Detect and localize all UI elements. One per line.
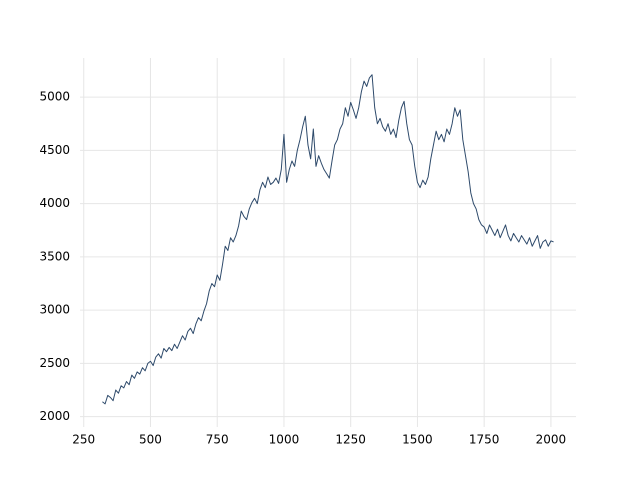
y-tick-label: 2500 (39, 356, 70, 370)
y-tick-label: 5000 (39, 90, 70, 104)
data-line (102, 74, 554, 405)
x-tick-label: 1500 (402, 433, 433, 447)
y-tick-label: 4000 (39, 196, 70, 210)
x-tick-label: 1750 (469, 433, 500, 447)
x-tick-label: 250 (72, 433, 95, 447)
x-tick-label: 1000 (269, 433, 300, 447)
y-tick-label: 3500 (39, 249, 70, 263)
y-tick-label: 2000 (39, 409, 70, 423)
x-tick-label: 1250 (335, 433, 366, 447)
y-tick-label: 4500 (39, 143, 70, 157)
x-tick-label: 750 (206, 433, 229, 447)
x-tick-label: 500 (139, 433, 162, 447)
x-tick-label: 2000 (536, 433, 567, 447)
y-tick-label: 3000 (39, 303, 70, 317)
